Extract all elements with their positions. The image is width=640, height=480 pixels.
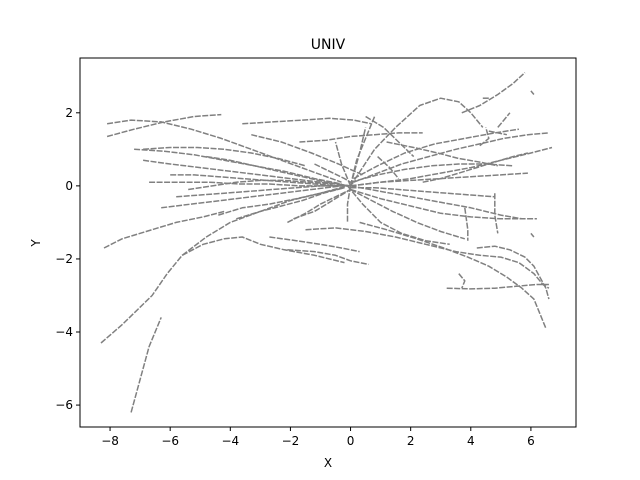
trajectory-line-48 — [350, 186, 495, 198]
trajectory-line-1 — [100, 236, 345, 344]
y-tick-label: −4 — [55, 325, 73, 339]
trajectory-line-12 — [287, 188, 351, 224]
trajectory-line-30 — [461, 72, 526, 114]
trajectory-line-40 — [530, 232, 535, 238]
trajectory-line-41 — [206, 155, 351, 187]
trajectory-line-4 — [106, 119, 342, 183]
trajectory-line-9 — [161, 185, 342, 209]
trajectory-line-14 — [242, 117, 372, 125]
trajectory-line-13 — [287, 249, 369, 266]
y-axis-ticks: −6 −4 −2 0 2 — [55, 106, 80, 412]
trajectory-line-17 — [334, 141, 352, 187]
trajectory-line-22 — [353, 132, 549, 183]
trajectory-line-39 — [530, 90, 535, 95]
x-tick-label: 4 — [467, 434, 475, 448]
trajectory-line-53 — [251, 133, 363, 176]
y-tick-label: 0 — [65, 179, 73, 193]
trajectory-line-52 — [422, 152, 529, 183]
chart-title: UNIV — [311, 37, 346, 53]
trajectory-line-19 — [349, 127, 367, 187]
trajectory-line-43 — [236, 186, 345, 220]
x-tick-label: −6 — [161, 434, 179, 448]
x-tick-label: −2 — [282, 434, 300, 448]
trajectory-line-21 — [349, 97, 484, 187]
x-tick-label: −8 — [101, 434, 119, 448]
trajectory-line-58 — [377, 156, 400, 180]
trajectory-line-46 — [353, 128, 520, 180]
x-tick-label: 6 — [527, 434, 535, 448]
trajectory-line-2 — [130, 317, 162, 413]
y-tick-label: −2 — [55, 252, 73, 266]
trajectory-line-37 — [479, 127, 490, 147]
trajectory-line-45 — [269, 236, 360, 253]
trajectory-line-34 — [497, 112, 511, 128]
y-tick-label: 2 — [65, 106, 73, 120]
y-tick-label: −6 — [55, 398, 73, 412]
trajectory-line-35 — [446, 283, 549, 290]
trajectory-line-50 — [346, 185, 450, 246]
trajectory-line-42 — [176, 185, 345, 198]
plot-area — [79, 57, 577, 428]
trajectory-line-15 — [299, 132, 423, 143]
trajectory-line-8 — [149, 181, 357, 187]
y-axis-label: Y — [29, 239, 43, 248]
trajectory-line-54 — [143, 146, 306, 167]
trajectory-line-28 — [359, 221, 547, 329]
x-axis-ticks: −8 −6 −4 −2 0 2 4 6 — [101, 427, 535, 448]
x-tick-label: −4 — [221, 434, 239, 448]
x-axis-label: X — [324, 456, 332, 470]
trajectory-line-51 — [386, 141, 498, 167]
trajectory-line-27 — [305, 227, 550, 289]
trajectory-line-56 — [293, 188, 351, 220]
trajectory-line-5 — [106, 113, 222, 138]
series-layer — [100, 72, 553, 413]
trajectory-line-57 — [365, 115, 415, 158]
trajectory-line-44 — [170, 174, 339, 187]
x-tick-label: 2 — [407, 434, 415, 448]
trajectory-line-29 — [476, 245, 550, 300]
trajectory-line-3 — [103, 210, 225, 249]
trajectory-line-7 — [142, 159, 351, 187]
trajectory-line-20 — [346, 185, 352, 223]
trajectory-line-32 — [494, 193, 499, 234]
trajectory-line-36 — [458, 273, 466, 289]
trajectory-line-55 — [188, 179, 333, 191]
x-tick-label: 0 — [347, 434, 355, 448]
trajectory-line-25 — [350, 185, 523, 220]
trajectory-line-49 — [350, 188, 466, 240]
trajectory-line-26 — [350, 188, 537, 220]
